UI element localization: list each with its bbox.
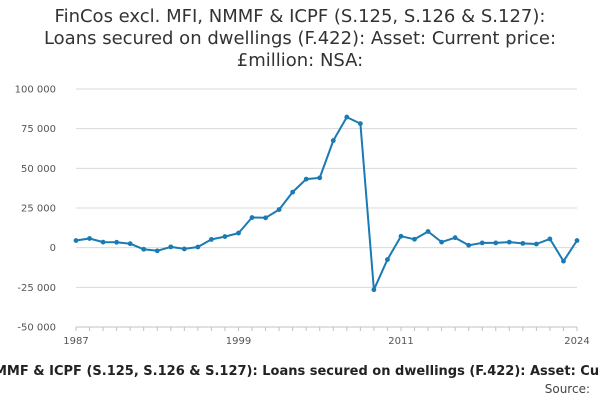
- data-point: [412, 236, 417, 242]
- y-tick-label: -25 000: [17, 283, 56, 294]
- data-point: [344, 114, 350, 120]
- series-line: [75, 116, 578, 291]
- data-point: [506, 239, 512, 245]
- data-point: [330, 138, 336, 143]
- data-point: [127, 241, 133, 247]
- data-point: [114, 239, 120, 245]
- y-tick-label: 100 000: [15, 85, 56, 96]
- y-tick-label: 0: [50, 243, 56, 254]
- x-tick-label: 2024: [564, 336, 589, 347]
- data-point: [154, 248, 160, 254]
- data-point: [263, 215, 268, 221]
- data-point: [466, 242, 472, 248]
- grid-layer: [76, 88, 577, 328]
- y-tick-label: -50 000: [17, 323, 56, 334]
- data-point: [73, 238, 79, 243]
- legend-series-label: MMF & ICPF (S.125, S.126 & S.127): Loans…: [0, 364, 600, 379]
- y-tick-label: 25 000: [21, 204, 56, 215]
- source-label: Source:: [544, 382, 590, 396]
- data-point: [236, 230, 241, 236]
- data-point: [168, 244, 174, 250]
- data-point: [439, 239, 444, 245]
- data-point: [209, 237, 214, 242]
- chart-title-line-3: £million: NSA:: [236, 50, 364, 71]
- chart-title-line-1: FinCos excl. MFI, NMMF & ICPF (S.125, S.…: [54, 6, 546, 27]
- data-point: [276, 207, 282, 212]
- y-tick-label: 75 000: [21, 124, 56, 135]
- series-layer: [73, 114, 580, 293]
- data-point: [561, 258, 566, 264]
- y-tick-label: 50 000: [21, 164, 56, 175]
- data-point: [317, 175, 323, 181]
- data-point: [290, 189, 296, 195]
- data-point: [357, 121, 363, 126]
- axis-layer: [75, 326, 578, 331]
- data-point: [141, 246, 147, 252]
- chart-title-line-2: Loans secured on dwellings (F.422): Asse…: [43, 28, 557, 49]
- data-point: [533, 241, 539, 247]
- data-point: [195, 244, 201, 250]
- legend: MMF & ICPF (S.125, S.126 & S.127): Loans…: [0, 364, 600, 384]
- data-point: [371, 287, 377, 293]
- data-point: [222, 234, 228, 239]
- data-point: [520, 240, 526, 246]
- data-point: [452, 235, 458, 241]
- x-tick-label: 1999: [226, 336, 251, 347]
- data-point: [425, 229, 431, 234]
- data-point: [479, 240, 485, 246]
- data-point: [493, 240, 499, 246]
- data-point: [181, 246, 187, 252]
- data-point: [87, 236, 92, 241]
- data-point: [100, 239, 106, 245]
- data-point: [574, 238, 580, 243]
- data-point: [398, 233, 404, 239]
- x-tick-label: 1987: [63, 336, 88, 347]
- data-point: [385, 257, 390, 262]
- data-point: [249, 215, 255, 220]
- data-point: [303, 176, 309, 182]
- x-tick-label: 2011: [388, 336, 413, 347]
- chart-title: FinCos excl. MFI, NMMF & ICPF (S.125, S.…: [0, 6, 600, 72]
- data-point: [547, 236, 553, 242]
- label-layer: -50 000 -25 000 0 25 000 50 000 75 000 100 000…: [15, 85, 590, 348]
